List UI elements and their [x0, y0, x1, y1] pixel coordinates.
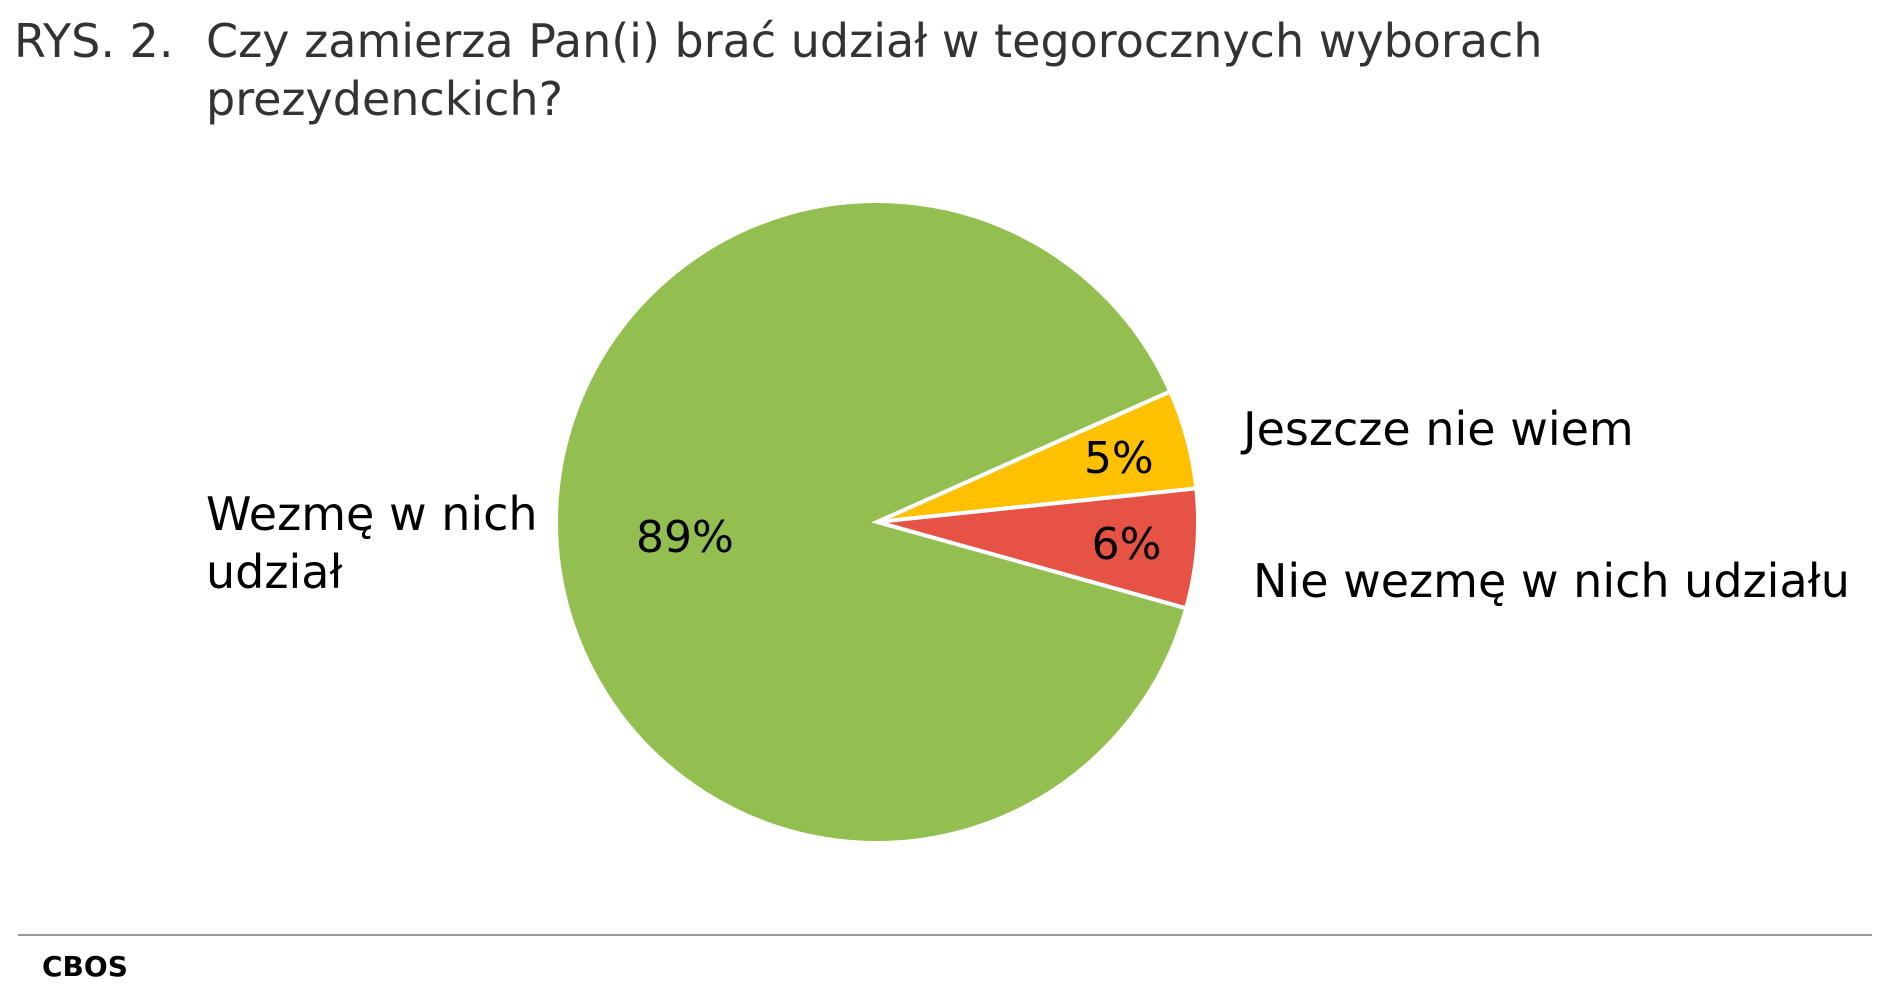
chart-title: Czy zamierza Pan(i) brać udział w tegoro… — [206, 14, 1543, 126]
source: CBOS — [42, 950, 128, 983]
value-label: 5% — [1084, 433, 1154, 484]
value-label: 6% — [1092, 519, 1162, 570]
figure-label: RYS. 2. — [14, 14, 174, 68]
pie-slice — [876, 486, 1200, 611]
category-label: Wezmę w nich udział — [206, 487, 538, 599]
category-label: Nie wezmę w nich udziału — [1253, 554, 1850, 608]
category-label: Jeszcze nie wiem — [1243, 402, 1634, 456]
value-label: 89% — [636, 512, 734, 563]
divider — [18, 934, 1872, 936]
pie-slice — [554, 199, 1189, 846]
